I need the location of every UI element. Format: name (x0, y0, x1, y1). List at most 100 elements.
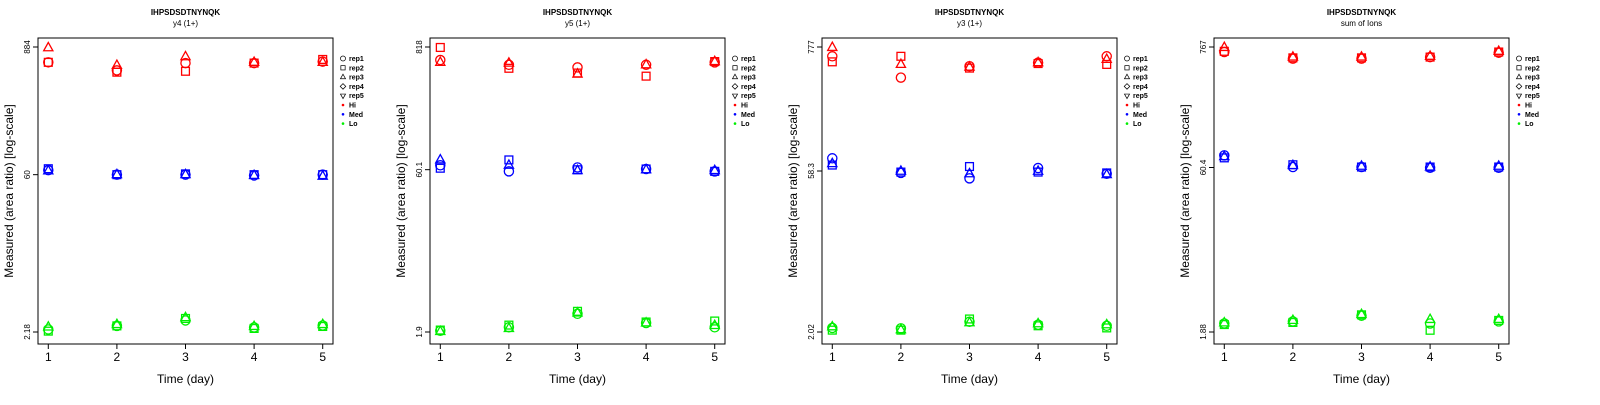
y-tick-label: 60.4 (1199, 159, 1208, 175)
data-point-lo-rep3 (709, 318, 721, 330)
x-tick-label: 3 (1358, 350, 1365, 364)
data-point-hi-rep1 (111, 65, 123, 76)
data-point-hi-rep3 (111, 58, 123, 70)
data-point-lo-rep2 (710, 316, 720, 326)
data-point-hi-rep2 (827, 57, 837, 67)
legend-dot-lo (1125, 122, 1129, 125)
legend-dot-hi (1125, 103, 1129, 107)
legend-dot-hi (1517, 103, 1521, 107)
data-point-lo-rep2 (1425, 325, 1435, 335)
data-point-hi-rep3 (571, 67, 584, 78)
data-point-hi-rep1 (572, 62, 583, 73)
legend-marker-rep1 (1516, 55, 1522, 62)
legend-marker-rep5 (1123, 93, 1131, 100)
legend-marker-rep2 (732, 65, 738, 71)
legend-label-med: Med (741, 112, 755, 119)
data-point-hi-rep1 (43, 57, 54, 68)
x-axis-label: Time (day) (157, 372, 214, 386)
data-point-lo-rep3 (895, 323, 907, 334)
data-point-lo-rep3 (42, 320, 54, 331)
data-point-hi-rep3 (1032, 56, 1044, 67)
legend-label-rep3: rep3 (1525, 75, 1540, 82)
chart-panel-1: IHPSDSDTNYNQK y4 (1+) 1 2 3 4 5 884 60 2.18 Time (… (2, 8, 364, 386)
y-tick-label: 2.02 (807, 324, 816, 340)
data-point-lo-rep3 (1424, 312, 1436, 324)
data-point-hi-rep3 (1218, 40, 1230, 52)
data-point-hi-rep2 (43, 57, 53, 67)
data-point-hi-rep3 (709, 54, 721, 66)
legend-marker-rep2 (1124, 65, 1130, 71)
plot-frame (821, 37, 1118, 345)
data-point-med-rep3 (111, 168, 123, 179)
data-point-med-rep2 (435, 163, 445, 173)
legend-label-med: Med (1525, 112, 1539, 119)
x-axis-label: Time (day) (549, 372, 606, 386)
legend-marker-rep2 (1516, 65, 1522, 71)
data-point-lo-rep3 (248, 319, 260, 331)
data-point-hi-rep2 (180, 66, 191, 76)
data-point-hi-rep2 (710, 57, 720, 67)
data-point-lo-rep3 (1493, 312, 1505, 324)
chart-subtitle: y3 (1+) (957, 19, 982, 28)
data-point-med-rep3 (826, 157, 838, 168)
data-point-hi-rep2 (435, 42, 445, 53)
y-tick-label: 2.18 (23, 324, 32, 340)
legend-label-rep5: rep5 (741, 93, 756, 100)
legend-marker-rep2 (340, 65, 346, 71)
legend-label-hi: Hi (349, 103, 356, 110)
data-point-med-rep1 (1032, 162, 1044, 174)
legend-label-rep1: rep1 (741, 56, 756, 63)
legend-label-hi: Hi (1525, 103, 1532, 110)
data-point-lo-rep2 (964, 314, 975, 324)
data-point-med-rep2 (1425, 162, 1435, 172)
data-point-med-rep3 (1493, 159, 1505, 170)
data-point-hi-rep1 (1424, 51, 1436, 63)
data-point-lo-rep3 (434, 324, 446, 336)
x-tick-label: 1 (829, 350, 836, 364)
x-tick-label: 1 (437, 350, 444, 364)
y-axis-label: Measured (area ratio) [log-scale] (2, 104, 16, 277)
legend-label-rep3: rep3 (1133, 75, 1148, 82)
legend-label-hi: Hi (741, 103, 748, 110)
legend-label-rep2: rep2 (741, 65, 756, 72)
legend-label-rep3: rep3 (741, 75, 756, 82)
x-tick-label: 4 (251, 350, 258, 364)
legend-marker-rep5 (339, 93, 347, 100)
legend-label-lo: Lo (1133, 121, 1142, 128)
x-tick-label: 1 (1221, 350, 1228, 364)
chart-title: IHPSDSDTNYNQK (935, 8, 1005, 17)
legend-marker-rep5 (1515, 93, 1523, 100)
data-point-lo-rep3 (1101, 318, 1113, 329)
x-tick-label: 5 (711, 350, 718, 364)
data-point-lo-rep3 (963, 316, 976, 327)
legend-label-rep5: rep5 (349, 93, 364, 100)
y-tick-label: 818 (415, 40, 424, 54)
data-point-med-rep3 (640, 163, 652, 174)
y-tick-label: 60 (23, 170, 32, 179)
data-point-lo-rep1 (1424, 318, 1436, 329)
legend-marker-rep3 (731, 73, 739, 80)
chart-subtitle: sum of Ions (1341, 19, 1382, 28)
legend-marker-rep3 (1515, 73, 1523, 80)
y-tick-label: 1.9 (415, 326, 424, 338)
data-point-med-rep3 (1287, 158, 1299, 170)
data-point-med-rep1 (572, 162, 583, 173)
x-tick-label: 4 (1035, 350, 1042, 364)
data-point-med-rep3 (963, 167, 976, 178)
data-point-hi-rep3 (42, 41, 54, 52)
data-point-lo-rep3 (111, 317, 123, 329)
legend-label-rep4: rep4 (741, 84, 756, 91)
legend-marker-rep4 (339, 83, 347, 90)
data-point-lo-rep3 (640, 316, 652, 327)
legend-label-med: Med (1133, 112, 1147, 119)
legend-dot-lo (1517, 122, 1521, 125)
legend-dot-lo (733, 122, 737, 125)
data-point-med-rep3 (1355, 159, 1368, 170)
data-point-hi-rep2 (1102, 59, 1112, 69)
data-point-lo-rep2 (43, 326, 53, 336)
x-tick-label: 2 (506, 350, 513, 364)
chart-panel-3: IHPSDSDTNYNQK y3 (1+) 1 2 3 4 5 777 58.3 2.02 Time… (786, 8, 1148, 386)
data-point-lo-rep1 (827, 322, 838, 334)
